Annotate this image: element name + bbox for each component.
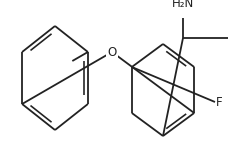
Text: O: O bbox=[108, 45, 116, 58]
Text: F: F bbox=[216, 96, 223, 108]
Text: H₂N: H₂N bbox=[172, 0, 194, 10]
